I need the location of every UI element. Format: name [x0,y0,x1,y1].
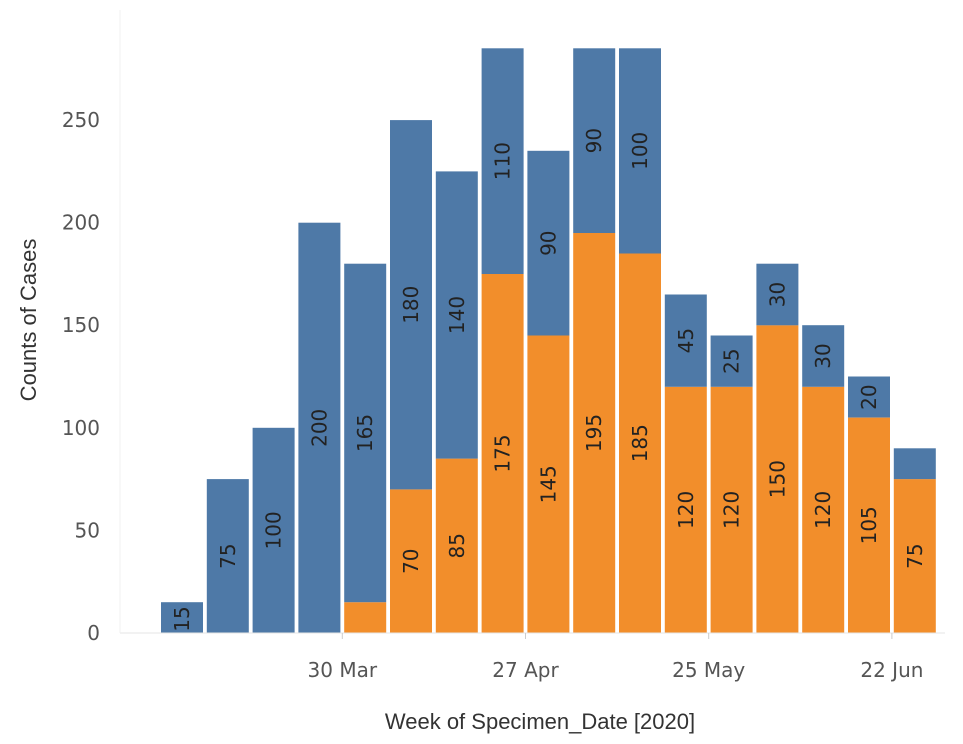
bar-label-top: 110 [491,142,515,180]
bar-bottom-segment [848,417,890,633]
bar-bottom-segment [756,325,799,633]
bar-bottom-segment [802,386,845,633]
y-axis-title: Counts of Cases [16,239,41,402]
bar-top-segment [756,263,799,326]
bar-top-segment [390,120,432,490]
bar-bottom-segment [435,458,478,633]
x-axis-title: Week of Specimen_Date [2020] [385,709,695,734]
bar-label-top: 45 [674,328,698,353]
bar-label-top: 180 [399,286,423,324]
bar-label-top: 200 [307,409,331,447]
y-tick-label: 200 [62,211,100,235]
bar-top-segment [527,150,570,336]
bar-bottom-segment [893,479,936,633]
y-tick-label: 100 [62,416,100,440]
bar-top-segment [619,48,661,254]
x-tick-label: 30 Mar [308,658,378,682]
bar-top-segment [664,294,707,387]
bar-bottom-segment [619,253,661,633]
bar-top-segment [710,335,753,387]
bar-label-top: 30 [811,343,835,368]
bar-label-bottom: 145 [536,465,560,503]
bar-label-top: 90 [536,230,560,255]
bar-label-bottom: 120 [720,491,744,529]
bar-label-top: 140 [445,296,469,334]
bar-top-segment [298,222,341,633]
bar-top-segment [206,479,249,633]
y-tick-label: 50 [75,518,100,542]
bar-label-top: 25 [720,348,744,373]
bar-label-bottom: 120 [674,491,698,529]
bar-label-bottom: 105 [857,506,881,544]
bar-bottom-segment [344,602,387,633]
bar-label-bottom: 185 [628,424,652,462]
bar-label-bottom: 195 [582,414,606,452]
y-tick-label: 250 [62,108,100,132]
bar-top-segment [481,48,524,274]
bar-label-bottom: 120 [811,491,835,529]
y-tick-label: 0 [87,621,100,645]
bar-label-top: 30 [765,282,789,307]
bar-top-segment [161,602,203,633]
bar-label-bottom: 85 [445,533,469,558]
y-axis-ticks: 0 50 100 150 200 250 [62,108,100,645]
bar-bottom-segment [527,335,570,633]
bar-top-segment [344,263,387,603]
bar-top-segment [893,448,936,480]
bar-top-segment [848,376,890,418]
bar-bottom-segment [573,232,616,633]
bar-label-top: 75 [216,543,240,568]
x-tick-label: 27 Apr [492,658,559,682]
bar-label-top: 15 [170,606,194,631]
bars-group [161,48,936,633]
bar-top-segment [573,48,616,233]
bar-top-segment [802,325,845,387]
bar-label-top: 100 [262,511,286,549]
bar-bottom-segment [390,489,432,633]
bar-label-bottom: 70 [399,548,423,573]
x-axis-ticks: 30 Mar 27 Apr 25 May 22 Jun [308,633,923,682]
x-tick-label: 22 Jun [860,658,923,682]
bar-label-bottom: 175 [491,434,515,472]
bar-top-segment [435,171,478,459]
bar-label-top: 165 [353,414,377,452]
y-tick-label: 150 [62,313,100,337]
bar-bottom-segment [664,386,707,633]
bar-bottom-segment [710,386,753,633]
bar-bottom-segment [481,273,524,633]
bar-labels-group: 15 75 100 200 165 70 180 85 140 175 110 145 90 195 90 1… [170,128,927,632]
x-tick-label: 25 May [672,658,745,682]
bar-label-bottom: 75 [903,543,927,568]
bar-label-top: 100 [628,132,652,170]
bar-label-top: 20 [857,384,881,409]
bar-label-top: 90 [582,128,606,153]
bar-label-bottom: 150 [765,460,789,498]
bar-top-segment [252,427,295,633]
